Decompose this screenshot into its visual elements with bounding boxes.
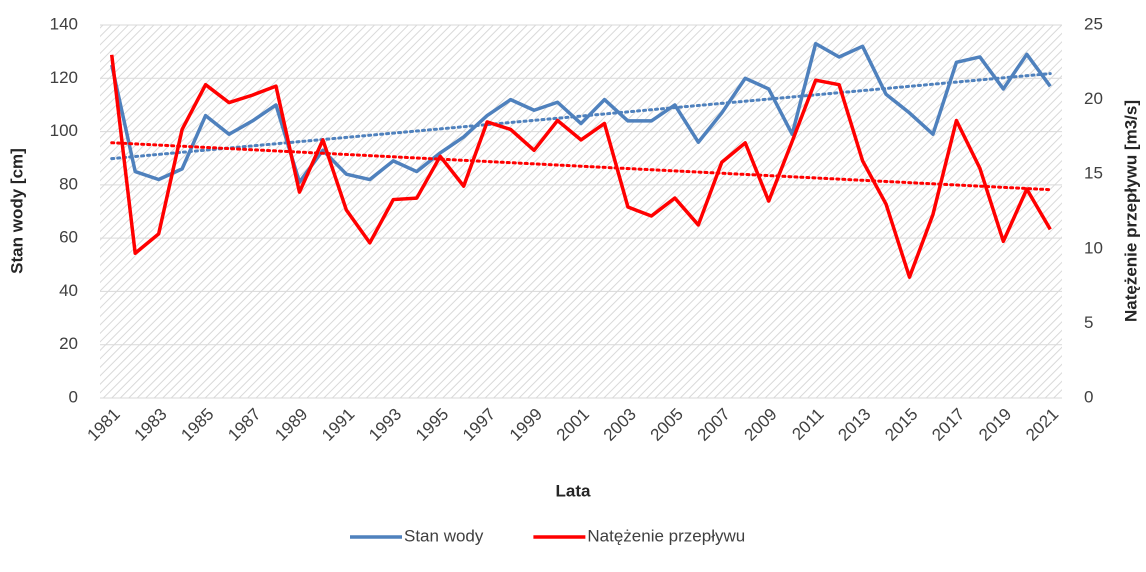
- x-tick-label: 1993: [365, 405, 405, 445]
- y-tick-label: 40: [59, 281, 78, 300]
- trendline: [110, 141, 1052, 192]
- x-tick-label: 2019: [975, 405, 1015, 445]
- trendline: [110, 72, 1052, 161]
- y2-tick-label: 5: [1084, 313, 1093, 332]
- x-tick-label: 1995: [412, 405, 452, 445]
- plot-area: [100, 25, 1062, 398]
- x-tick-label: 1987: [224, 405, 264, 445]
- y2-tick-label: 0: [1084, 387, 1093, 406]
- x-tick-label: 2001: [553, 405, 593, 445]
- y-tick-label: 100: [50, 121, 78, 140]
- x-tick-label: 1985: [177, 405, 217, 445]
- x-tick-label: 2007: [694, 405, 734, 445]
- y-tick-label: 140: [50, 14, 78, 33]
- x-tick-label: 1999: [506, 405, 546, 445]
- x-axis-title: Lata: [556, 481, 592, 500]
- y-tick-label: 20: [59, 334, 78, 353]
- x-tick-label: 2011: [788, 405, 827, 444]
- x-tick-label: 2017: [928, 405, 968, 445]
- y-tick-label: 120: [50, 68, 78, 87]
- y2-axis-title: Natężenie przepływu [m3/s]: [1121, 100, 1140, 322]
- x-tick-label: 1991: [318, 405, 358, 445]
- y-tick-label: 80: [59, 174, 78, 193]
- y2-tick-label: 25: [1084, 14, 1103, 33]
- x-tick-label: 2021: [1022, 405, 1062, 445]
- y2-tick-label: 20: [1084, 89, 1103, 108]
- y-tick-label: 0: [69, 387, 78, 406]
- series-line: [110, 41, 1052, 184]
- x-tick-label: 2005: [647, 405, 687, 445]
- y-axis-title: Stan wody [cm]: [7, 148, 26, 274]
- y-tick-label: 60: [59, 228, 78, 247]
- legend-label: Stan wody: [404, 526, 484, 545]
- x-tick-label: 1989: [271, 405, 311, 445]
- series-line: [109, 54, 1052, 279]
- x-tick-label: 2015: [881, 405, 921, 445]
- x-tick-label: 1997: [459, 405, 499, 445]
- x-tick-label: 2009: [741, 405, 781, 445]
- x-tick-label: 1983: [130, 405, 170, 445]
- x-tick-label: 2013: [834, 405, 874, 445]
- x-tick-label: 2003: [600, 405, 640, 445]
- x-tick-label: 1981: [84, 405, 124, 445]
- y2-tick-label: 15: [1084, 164, 1103, 183]
- y2-tick-label: 10: [1084, 238, 1103, 257]
- legend-label: Natężenie przepływu: [587, 526, 745, 545]
